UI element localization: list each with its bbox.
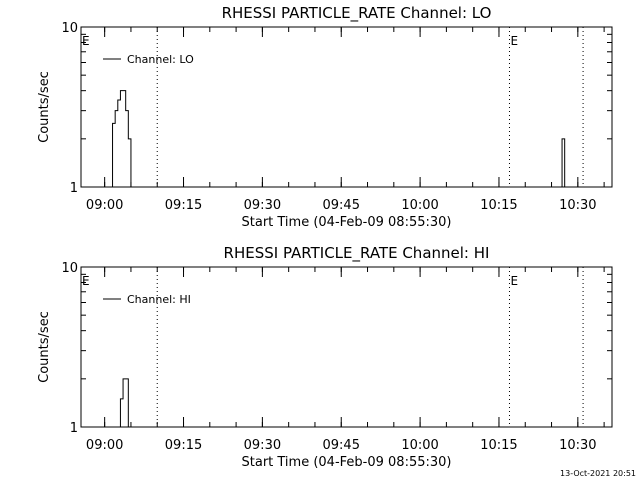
series-line-channel-hi (117, 378, 129, 428)
x-tick-label: 10:00 (401, 438, 438, 453)
x-tick-label: 10:15 (480, 438, 517, 453)
chart-title: RHESSI PARTICLE_RATE Channel: HI (224, 244, 490, 263)
x-axis-label: Start Time (04-Feb-09 08:55:30) (242, 215, 452, 230)
y-tick-label: 1 (70, 181, 78, 196)
series-line-channel-lo (109, 90, 134, 188)
y-tick-label: 1 (70, 421, 78, 436)
x-tick-label: 09:30 (244, 438, 281, 453)
y-axis-label: Counts/sec (37, 71, 52, 143)
x-tick-label: 09:30 (244, 198, 281, 213)
x-tick-label: 09:00 (86, 438, 123, 453)
x-tick-label: 10:30 (559, 438, 596, 453)
plot-panel-2: RHESSI PARTICLE_RATE Channel: HI Counts/s… (37, 244, 613, 470)
event-marker-label: E (82, 274, 90, 288)
x-tick-label: 09:15 (165, 438, 202, 453)
plot-frame (80, 26, 613, 188)
legend-label: Channel: HI (127, 293, 191, 306)
x-tick-label: 09:45 (323, 198, 360, 213)
generation-timestamp: 13-Oct-2021 20:51 (560, 469, 636, 478)
y-tick-label: 10 (61, 21, 78, 36)
series-line-channel-lo (559, 138, 566, 188)
x-tick-label: 09:00 (86, 198, 123, 213)
x-axis-label: Start Time (04-Feb-09 08:55:30) (242, 455, 452, 470)
y-tick-label: 10 (61, 261, 78, 276)
event-marker-label: E (82, 34, 90, 48)
y-axis-label: Counts/sec (37, 311, 52, 383)
plot-panel-1: RHESSI PARTICLE_RATE Channel: LO Counts/s… (37, 4, 613, 230)
x-tick-label: 10:00 (401, 198, 438, 213)
chart-title: RHESSI PARTICLE_RATE Channel: LO (222, 4, 492, 23)
x-tick-label: 10:15 (480, 198, 517, 213)
x-tick-label: 09:15 (165, 198, 202, 213)
plot-frame (80, 266, 613, 428)
x-tick-label: 09:45 (323, 438, 360, 453)
x-tick-label: 10:30 (559, 198, 596, 213)
event-marker-label: E (510, 34, 518, 48)
legend-label: Channel: LO (127, 53, 194, 66)
event-marker-label: E (510, 274, 518, 288)
